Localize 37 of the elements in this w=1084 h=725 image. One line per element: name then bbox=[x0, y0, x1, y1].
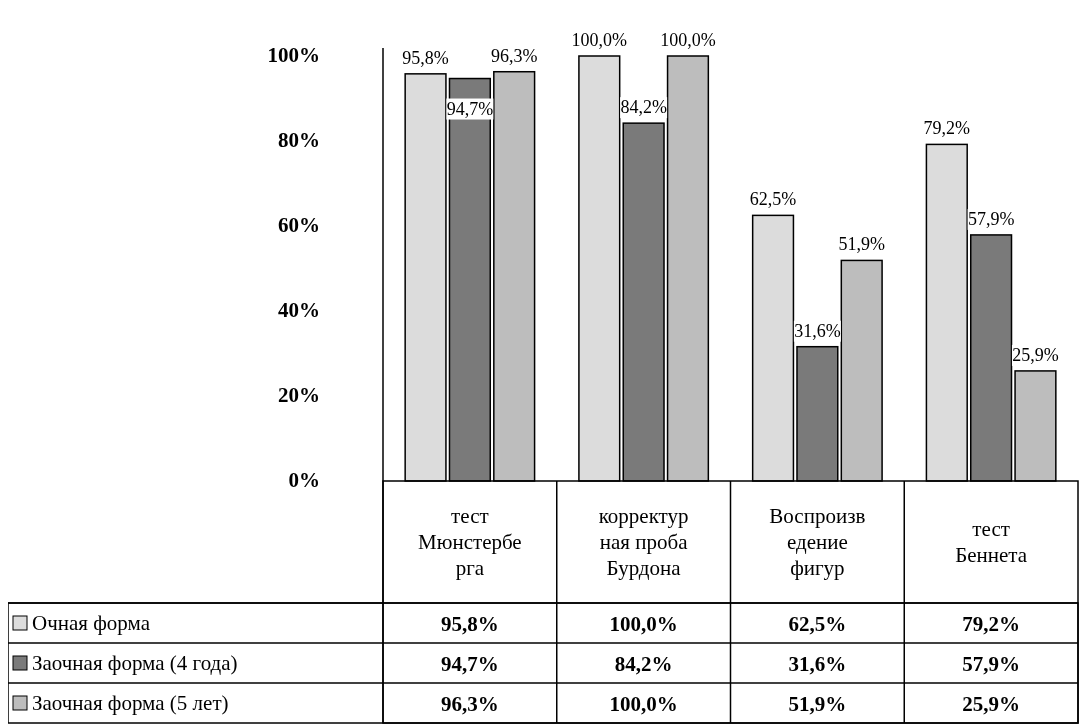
y-tick-label: 40% bbox=[278, 298, 320, 322]
text: 31,6% bbox=[794, 320, 841, 341]
text: 94,7% bbox=[446, 98, 494, 119]
data-label: 79,2% bbox=[962, 612, 1020, 636]
data-label: 25,9% bbox=[962, 692, 1020, 716]
legend-label: Заочная форма (5 лет) bbox=[32, 691, 229, 715]
data-label: 96,3% bbox=[441, 692, 499, 716]
x-tick-label: тест Мюнстерберга bbox=[418, 504, 522, 580]
legend-label: Заочная форма (4 года) bbox=[32, 651, 238, 675]
text: 62,5% bbox=[749, 189, 797, 210]
y-tick-label: 100% bbox=[267, 43, 320, 67]
data-label: 94,7% bbox=[441, 652, 499, 676]
text: 25,9% bbox=[1012, 344, 1059, 365]
y-tick-label: 60% bbox=[278, 213, 320, 237]
data-label: 95,8% bbox=[441, 612, 499, 636]
data-label: 57,9% bbox=[962, 652, 1020, 676]
y-tick-label: 20% bbox=[278, 383, 320, 407]
text: 100,0% bbox=[660, 30, 716, 50]
data-label: 62,5% bbox=[788, 612, 847, 636]
x-tick-label: Воспроизведение фигур bbox=[769, 504, 866, 580]
data-label: 100,0% bbox=[609, 692, 678, 716]
x-tick-label: корректурная проба Бурдона bbox=[598, 504, 689, 580]
text: 79,2% bbox=[923, 118, 971, 139]
text: 96,3% bbox=[490, 45, 538, 66]
data-label: 100,0% bbox=[609, 612, 678, 636]
y-tick-label: 0% bbox=[288, 468, 320, 492]
text: 100,0% bbox=[571, 30, 628, 50]
text: 95,8% bbox=[402, 47, 449, 68]
data-label: 51,9% bbox=[788, 692, 847, 716]
y-tick-label: 80% bbox=[278, 128, 320, 152]
legend-label: Очная форма bbox=[32, 611, 151, 635]
text: 51,9% bbox=[838, 234, 885, 255]
text: 57,9% bbox=[967, 208, 1015, 229]
data-label: 84,2% bbox=[614, 652, 673, 676]
x-tick-label: тест Беннета bbox=[955, 517, 1028, 567]
data-label: 31,6% bbox=[788, 652, 847, 676]
text: 84,2% bbox=[620, 97, 667, 118]
